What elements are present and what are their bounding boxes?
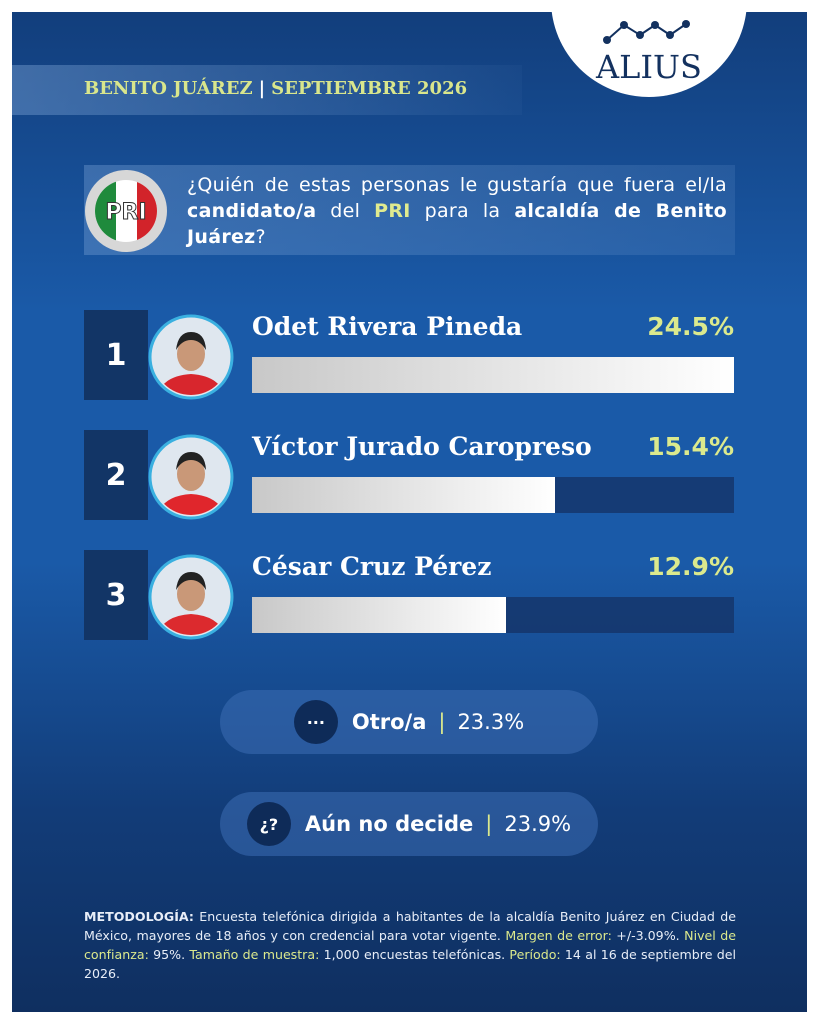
m-part: METODOLOGÍA: — [84, 909, 194, 924]
m-part: 1,000 encuestas telefónicas. — [319, 947, 510, 962]
photo — [148, 554, 234, 640]
q-part: ¿Quién de estas personas le gustaría que… — [187, 174, 727, 196]
m-part: Nivel de confianza: — [84, 928, 737, 962]
photo — [148, 314, 234, 400]
value-label: 12.9% — [647, 552, 734, 581]
label: Otro/a — [351, 710, 427, 734]
value-label: 15.4% — [647, 432, 734, 461]
icon: ¿? — [246, 802, 291, 846]
icon: ··· — [293, 700, 338, 744]
panel: BENITO JUÁREZ | SEPTIEMBRE 2026 ALIUS PRI … — [12, 12, 807, 1012]
m-part: 95%. — [148, 947, 190, 962]
q-part: PRI — [374, 200, 411, 222]
photo — [148, 434, 234, 520]
m-part: Encuesta telefónica dirigida a habitante… — [84, 909, 736, 943]
date: SEPTIEMBRE 2026 — [271, 78, 468, 99]
candidate-name: César Cruz Pérez — [252, 552, 492, 581]
q-part: alcaldía de Benito Juárez — [187, 200, 728, 248]
place: BENITO JUÁREZ — [84, 78, 253, 99]
brand: ALIUS — [595, 48, 702, 86]
portrait — [148, 314, 234, 400]
rank: 3 — [84, 550, 148, 640]
bar — [252, 357, 734, 393]
m-part: Tamaño de muestra: — [189, 947, 320, 962]
candidate-name: Víctor Jurado Caropreso — [252, 432, 592, 461]
q-part: candidato/a — [187, 200, 317, 222]
question: ¿Quién de estas personas le gustaría que… — [187, 172, 727, 250]
portrait — [148, 554, 234, 640]
other-pill: ··· Otro/a | 23.3% — [220, 690, 598, 754]
bar — [252, 477, 555, 513]
candidate-name: Odet Rivera Pineda — [252, 312, 523, 341]
bar — [252, 597, 506, 633]
label: Aún no decide — [304, 812, 474, 836]
question-box — [84, 165, 735, 255]
value-label: 24.5% — [647, 312, 734, 341]
portrait — [148, 434, 234, 520]
header-strip — [12, 65, 522, 115]
q-part: para la — [410, 200, 515, 222]
header: BENITO JUÁREZ | SEPTIEMBRE 2026 — [84, 78, 468, 99]
m-part: +/-3.09%. — [611, 928, 685, 943]
methodology: METODOLOGÍA: Encuesta telefónica dirigid… — [84, 907, 736, 983]
q-part: ? — [255, 226, 266, 248]
q-part: del — [316, 200, 375, 222]
party-text: PRI — [105, 200, 146, 225]
value: 23.3% — [457, 710, 525, 734]
undecided-pill: ¿? Aún no decide | 23.9% — [220, 792, 598, 856]
m-part: Margen de error: — [505, 928, 612, 943]
party-logo: PRI — [85, 170, 167, 252]
brand-logo: ALIUS — [551, 12, 747, 97]
value: 23.9% — [504, 812, 572, 836]
m-part: Período: — [509, 947, 561, 962]
rank: 2 — [84, 430, 148, 520]
rank: 1 — [84, 310, 148, 400]
m-part: 14 al 16 de septiembre del 2026. — [84, 947, 736, 981]
